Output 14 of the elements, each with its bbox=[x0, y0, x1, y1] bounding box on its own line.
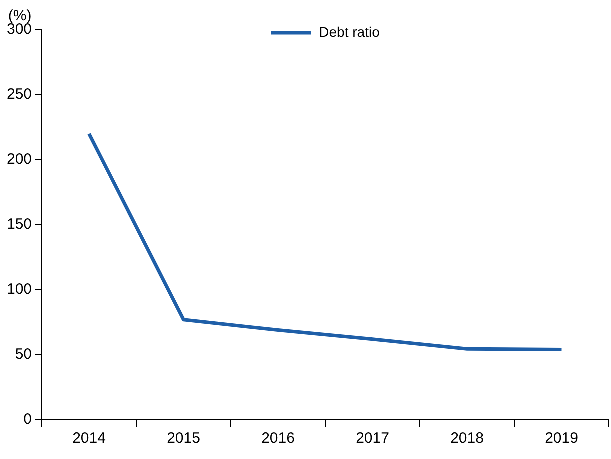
x-tick-label: 2014 bbox=[72, 430, 106, 448]
x-tick-label: 2018 bbox=[450, 430, 484, 448]
y-tick-label: 50 bbox=[15, 346, 32, 364]
x-tick-label: 2017 bbox=[356, 430, 390, 448]
y-tick-label: 100 bbox=[6, 281, 32, 298]
legend-label: Debt ratio bbox=[319, 24, 380, 40]
y-tick-label: 250 bbox=[6, 86, 32, 104]
y-tick-label: 0 bbox=[24, 411, 32, 428]
x-tick-label: 2015 bbox=[167, 430, 200, 448]
y-tick-label: 150 bbox=[6, 216, 32, 234]
y-tick-label: 200 bbox=[6, 151, 32, 168]
x-tick-label: 2019 bbox=[545, 430, 578, 448]
y-axis-title: (%) bbox=[8, 8, 32, 25]
x-tick-label: 2016 bbox=[262, 430, 295, 448]
